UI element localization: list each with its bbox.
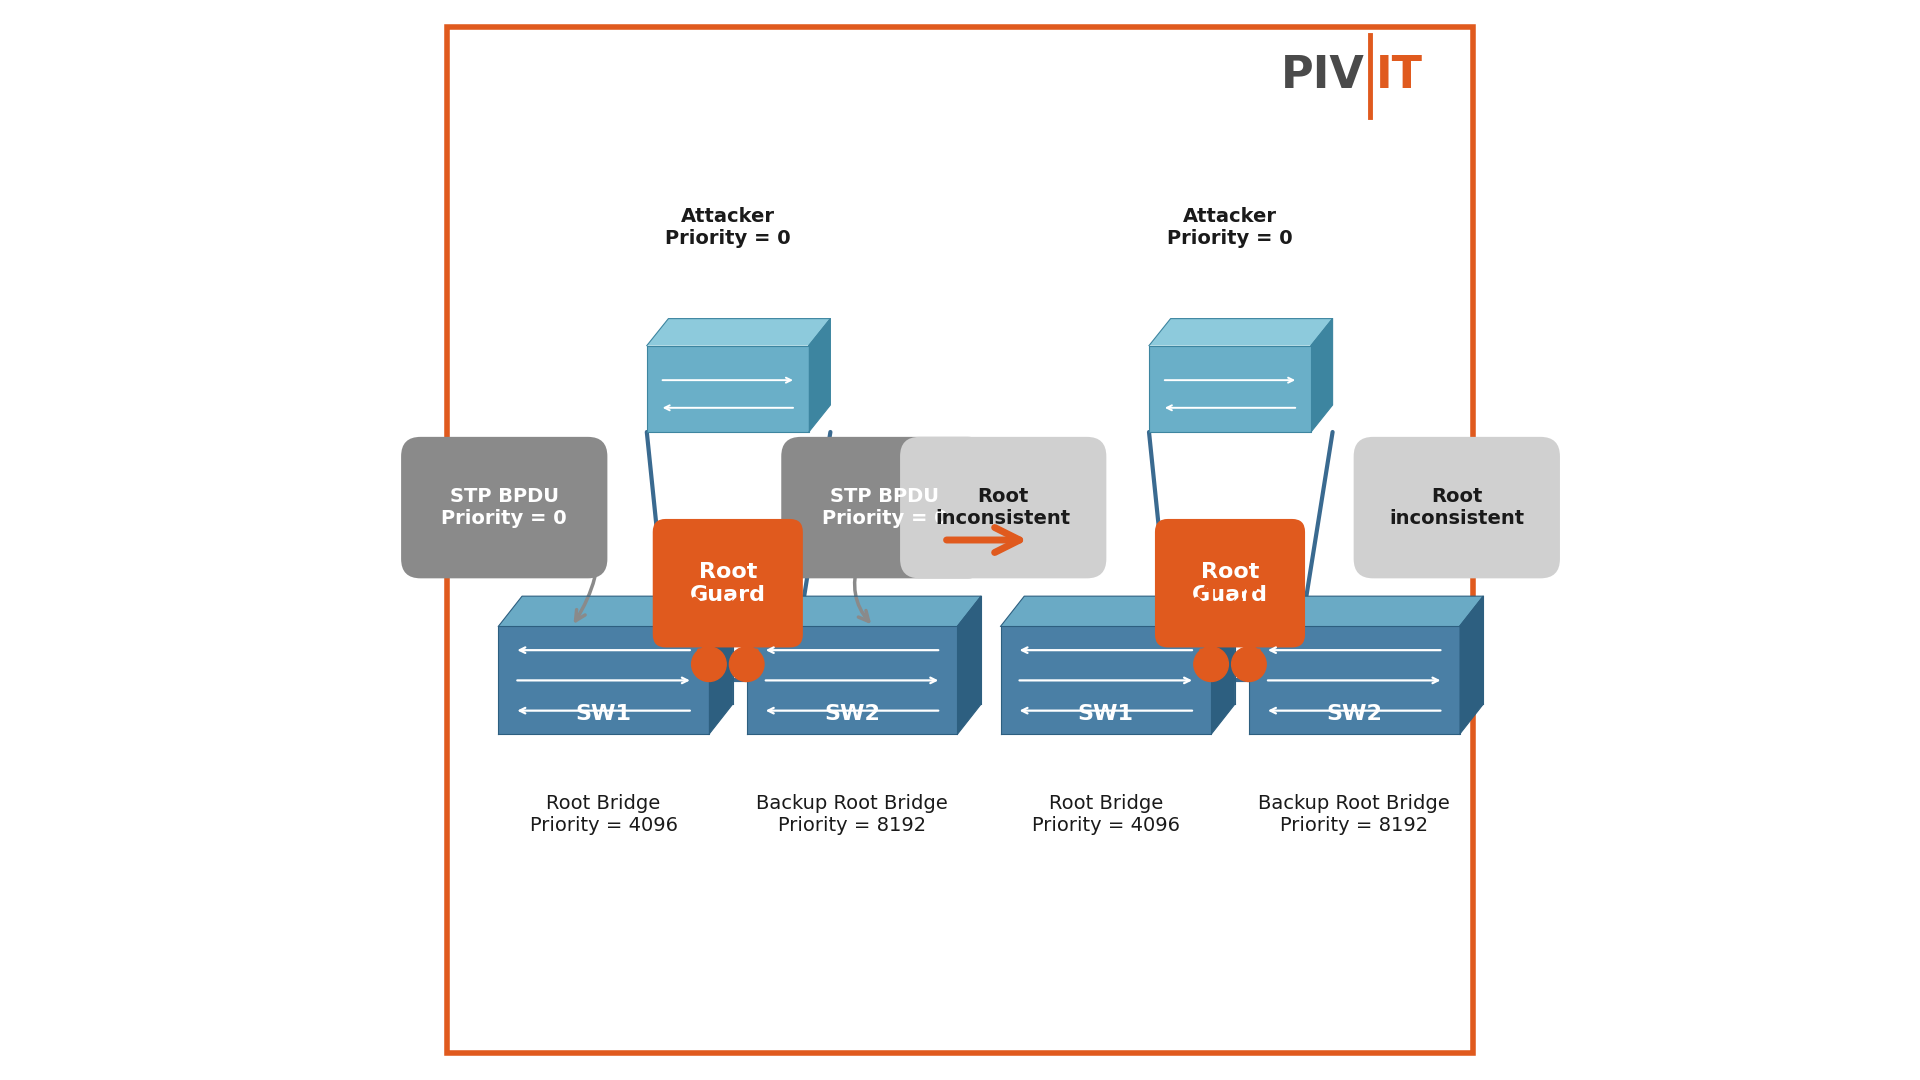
- Polygon shape: [1000, 626, 1212, 734]
- Text: Root
Guard: Root Guard: [689, 562, 766, 605]
- Polygon shape: [808, 319, 829, 432]
- Text: SW3: SW3: [1215, 437, 1265, 457]
- FancyBboxPatch shape: [401, 436, 607, 579]
- Text: IT: IT: [1377, 54, 1423, 97]
- Polygon shape: [1148, 319, 1332, 346]
- FancyBboxPatch shape: [1156, 518, 1306, 647]
- Text: Backup Root Bridge
Priority = 8192: Backup Root Bridge Priority = 8192: [756, 794, 948, 835]
- Text: PIV: PIV: [1281, 54, 1365, 97]
- Polygon shape: [1000, 596, 1235, 626]
- Text: Attacker
Priority = 0: Attacker Priority = 0: [1167, 207, 1292, 248]
- Polygon shape: [1212, 596, 1235, 734]
- Text: SW1: SW1: [1077, 703, 1135, 724]
- Text: STP BPDU
Priority = 0: STP BPDU Priority = 0: [442, 487, 566, 528]
- Text: SW2: SW2: [1327, 703, 1382, 724]
- Circle shape: [1231, 647, 1265, 681]
- Text: SW1: SW1: [576, 703, 632, 724]
- FancyBboxPatch shape: [653, 518, 803, 647]
- Polygon shape: [647, 319, 829, 346]
- Circle shape: [1194, 647, 1229, 681]
- Polygon shape: [1248, 626, 1459, 734]
- FancyBboxPatch shape: [1354, 436, 1559, 579]
- Circle shape: [730, 647, 764, 681]
- Text: SW3: SW3: [714, 437, 762, 457]
- Text: SW2: SW2: [824, 703, 879, 724]
- Polygon shape: [747, 626, 958, 734]
- Polygon shape: [499, 596, 733, 626]
- Polygon shape: [1148, 346, 1311, 432]
- Text: Root Bridge
Priority = 4096: Root Bridge Priority = 4096: [1031, 794, 1179, 835]
- Text: STP BPDU
Priority = 0: STP BPDU Priority = 0: [822, 487, 947, 528]
- FancyBboxPatch shape: [900, 436, 1106, 579]
- Polygon shape: [958, 596, 981, 734]
- Polygon shape: [747, 596, 981, 626]
- Text: Root Bridge
Priority = 4096: Root Bridge Priority = 4096: [530, 794, 678, 835]
- FancyBboxPatch shape: [781, 436, 987, 579]
- Polygon shape: [1459, 596, 1484, 734]
- Polygon shape: [1248, 596, 1484, 626]
- Polygon shape: [708, 596, 733, 734]
- Text: Root
inconsistent: Root inconsistent: [935, 487, 1071, 528]
- Text: Root
Guard: Root Guard: [1192, 562, 1267, 605]
- Text: Attacker
Priority = 0: Attacker Priority = 0: [664, 207, 791, 248]
- Text: Backup Root Bridge
Priority = 8192: Backup Root Bridge Priority = 8192: [1258, 794, 1450, 835]
- Text: Root
inconsistent: Root inconsistent: [1390, 487, 1524, 528]
- Polygon shape: [499, 626, 708, 734]
- Polygon shape: [647, 346, 808, 432]
- Circle shape: [691, 647, 726, 681]
- Polygon shape: [1311, 319, 1332, 432]
